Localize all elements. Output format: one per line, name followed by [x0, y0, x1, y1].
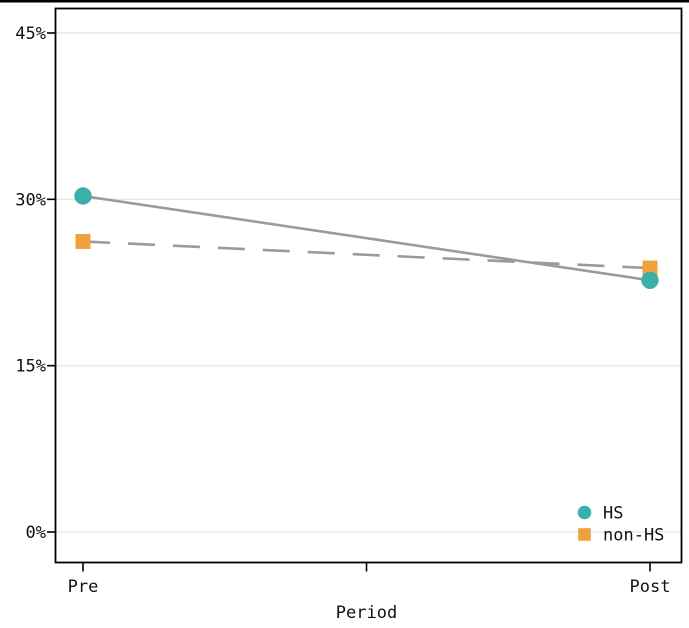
legend-circle-icon — [577, 505, 592, 520]
series-line-non-hs — [82, 240, 651, 270]
y-tick-label: 15% — [15, 357, 46, 377]
series-line-hs — [82, 194, 651, 282]
y-tick-label: 0% — [26, 523, 46, 543]
marker-square-non-hs — [75, 233, 91, 249]
marker-circle-hs — [641, 271, 659, 289]
y-tick-label: 45% — [15, 24, 46, 44]
image-top-edge — [0, 0, 689, 3]
marker-circle-hs — [74, 187, 92, 205]
x-axis-title: Period — [336, 603, 397, 623]
legend-label-non-hs: non-HS — [603, 526, 664, 546]
legend-square-icon — [578, 528, 591, 541]
legend-label-hs: HS — [603, 504, 623, 524]
y-tick-label: 30% — [15, 190, 46, 210]
x-tick-label-post: Post — [630, 577, 671, 597]
marker-square-non-hs — [642, 260, 658, 276]
x-tick-label-pre: Pre — [68, 577, 99, 597]
plot-border — [54, 7, 683, 564]
